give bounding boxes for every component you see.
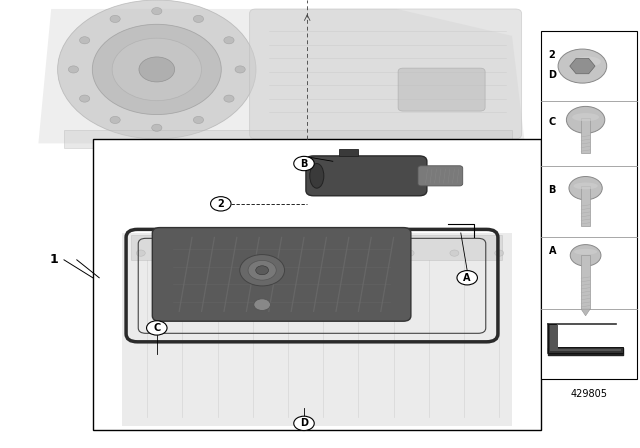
Circle shape xyxy=(271,250,280,256)
Circle shape xyxy=(139,57,175,82)
Bar xyxy=(93,139,541,430)
Polygon shape xyxy=(570,58,595,74)
Polygon shape xyxy=(581,309,590,316)
Circle shape xyxy=(193,116,204,124)
Text: D: D xyxy=(548,70,557,80)
Polygon shape xyxy=(550,325,621,351)
Circle shape xyxy=(152,8,162,15)
Text: B: B xyxy=(300,159,308,168)
FancyBboxPatch shape xyxy=(398,68,485,111)
Circle shape xyxy=(226,250,235,256)
Circle shape xyxy=(360,250,369,256)
Circle shape xyxy=(110,116,120,124)
Polygon shape xyxy=(122,233,512,426)
Circle shape xyxy=(147,321,167,335)
Text: 2: 2 xyxy=(548,50,556,60)
FancyBboxPatch shape xyxy=(152,228,411,321)
Circle shape xyxy=(224,95,234,102)
Circle shape xyxy=(79,37,90,44)
Circle shape xyxy=(294,156,314,171)
Circle shape xyxy=(254,299,271,310)
Text: D: D xyxy=(300,418,308,428)
Circle shape xyxy=(558,49,607,83)
Bar xyxy=(64,130,512,148)
Polygon shape xyxy=(38,9,525,143)
Text: 429805: 429805 xyxy=(570,389,607,399)
Text: B: B xyxy=(548,185,556,195)
Circle shape xyxy=(569,177,602,200)
Ellipse shape xyxy=(574,56,601,67)
Ellipse shape xyxy=(572,113,599,121)
Circle shape xyxy=(136,250,145,256)
Circle shape xyxy=(316,250,324,256)
Bar xyxy=(131,235,502,260)
Text: C: C xyxy=(548,117,556,127)
Circle shape xyxy=(570,245,601,266)
Circle shape xyxy=(450,250,459,256)
Text: C: C xyxy=(153,323,161,333)
Bar xyxy=(581,255,590,309)
Circle shape xyxy=(92,24,221,115)
Circle shape xyxy=(457,271,477,285)
Circle shape xyxy=(294,416,314,431)
Text: A: A xyxy=(463,273,471,283)
Circle shape xyxy=(495,250,504,256)
Circle shape xyxy=(58,0,256,139)
Text: 2: 2 xyxy=(218,199,224,209)
Polygon shape xyxy=(339,149,358,156)
Ellipse shape xyxy=(573,182,598,189)
Circle shape xyxy=(193,15,204,22)
Circle shape xyxy=(566,107,605,134)
Circle shape xyxy=(152,124,162,131)
Ellipse shape xyxy=(574,249,597,254)
Bar xyxy=(541,31,637,379)
Circle shape xyxy=(248,260,276,280)
Text: 1: 1 xyxy=(50,253,59,267)
Circle shape xyxy=(235,66,245,73)
Polygon shape xyxy=(548,323,623,353)
Circle shape xyxy=(110,15,120,22)
Text: A: A xyxy=(548,246,556,256)
Bar xyxy=(581,118,590,153)
FancyBboxPatch shape xyxy=(418,166,463,186)
Ellipse shape xyxy=(310,164,324,188)
Circle shape xyxy=(256,266,269,275)
Circle shape xyxy=(211,197,231,211)
Circle shape xyxy=(224,37,234,44)
FancyBboxPatch shape xyxy=(306,156,427,196)
Circle shape xyxy=(79,95,90,102)
Circle shape xyxy=(240,254,285,286)
Circle shape xyxy=(405,250,414,256)
Circle shape xyxy=(112,38,202,101)
FancyBboxPatch shape xyxy=(250,9,522,139)
Bar xyxy=(581,186,590,226)
Circle shape xyxy=(68,66,79,73)
Circle shape xyxy=(181,250,190,256)
